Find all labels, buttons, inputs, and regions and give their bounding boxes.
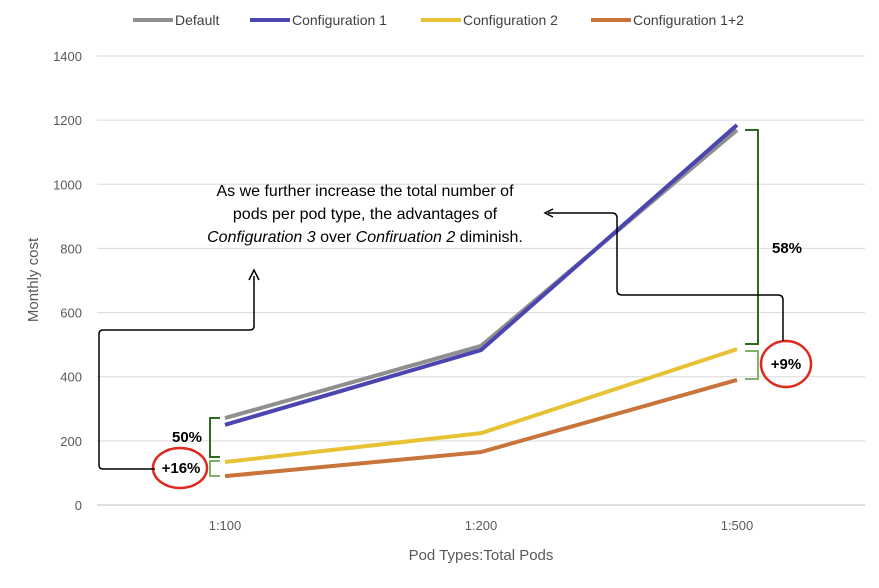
note-line-2: pods per pod type, the advantages of	[233, 206, 497, 223]
x-axis-title: Pod Types:Total Pods	[409, 547, 554, 564]
right-bracket	[745, 130, 758, 344]
note-italic-1: Configuration 3	[207, 229, 316, 246]
x-tick-label: 1:200	[465, 518, 498, 533]
y-tick-label: 400	[60, 370, 82, 385]
y-axis-title: Monthly cost	[25, 237, 42, 322]
x-tick-label: 1:100	[209, 518, 242, 533]
right-circle-label: +9%	[771, 356, 801, 373]
legend-label: Configuration 1	[292, 12, 387, 28]
note-italic-2: Confiruation 2	[356, 229, 456, 246]
right-gap-label: 58%	[772, 240, 802, 257]
right-connector-arrow	[548, 213, 783, 341]
annotation-note: As we further increase the total number …	[165, 180, 565, 249]
y-tick-label: 0	[75, 498, 82, 513]
y-tick-label: 600	[60, 306, 82, 321]
y-tick-label: 1400	[53, 49, 82, 64]
note-end: diminish.	[455, 229, 523, 246]
y-tick-label: 200	[60, 434, 82, 449]
left-circle-label: +16%	[162, 460, 201, 477]
legend-label: Default	[175, 12, 219, 28]
right-small-bracket	[745, 351, 758, 379]
left-small-bracket	[210, 461, 220, 476]
series-line	[225, 380, 737, 476]
note-mid: over	[316, 229, 356, 246]
legend-label: Configuration 2	[463, 12, 558, 28]
note-line-1: As we further increase the total number …	[216, 183, 513, 200]
series-line	[225, 349, 737, 462]
left-gap-label: 50%	[172, 429, 202, 446]
left-bracket	[210, 418, 220, 457]
series-line	[225, 125, 737, 425]
y-tick-label: 1200	[53, 113, 82, 128]
x-tick-label: 1:500	[721, 518, 754, 533]
y-tick-label: 1000	[53, 177, 82, 192]
legend-label: Configuration 1+2	[633, 12, 744, 28]
y-tick-label: 800	[60, 241, 82, 256]
